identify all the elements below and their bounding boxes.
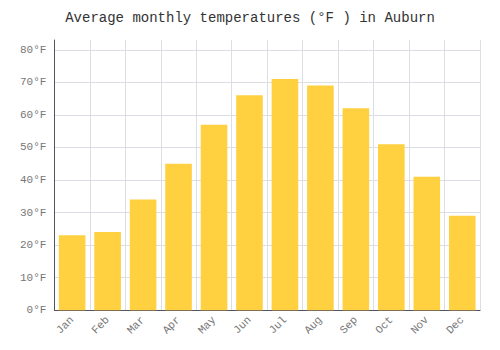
svg-text:Mar: Mar <box>125 314 147 336</box>
svg-text:Jan: Jan <box>54 314 76 336</box>
svg-text:Feb: Feb <box>89 314 111 336</box>
svg-text:40°F: 40°F <box>20 174 46 186</box>
svg-text:10°F: 10°F <box>20 272 46 284</box>
svg-text:80°F: 80°F <box>20 44 46 56</box>
svg-text:50°F: 50°F <box>20 141 46 153</box>
svg-text:0°F: 0°F <box>27 304 47 316</box>
svg-text:30°F: 30°F <box>20 207 46 219</box>
svg-text:Jul: Jul <box>267 314 289 336</box>
svg-text:Apr: Apr <box>160 314 182 336</box>
svg-text:Jun: Jun <box>231 314 253 336</box>
svg-text:60°F: 60°F <box>20 109 46 121</box>
svg-text:Dec: Dec <box>444 314 466 336</box>
svg-text:70°F: 70°F <box>20 76 46 88</box>
svg-text:Nov: Nov <box>409 314 432 337</box>
svg-text:Sep: Sep <box>338 314 360 336</box>
svg-text:Average monthly temperatures (: Average monthly temperatures (°F ) in Au… <box>65 10 435 26</box>
svg-text:Oct: Oct <box>373 314 395 336</box>
svg-text:20°F: 20°F <box>20 239 46 251</box>
svg-text:Aug: Aug <box>302 314 324 336</box>
svg-text:May: May <box>196 314 219 337</box>
